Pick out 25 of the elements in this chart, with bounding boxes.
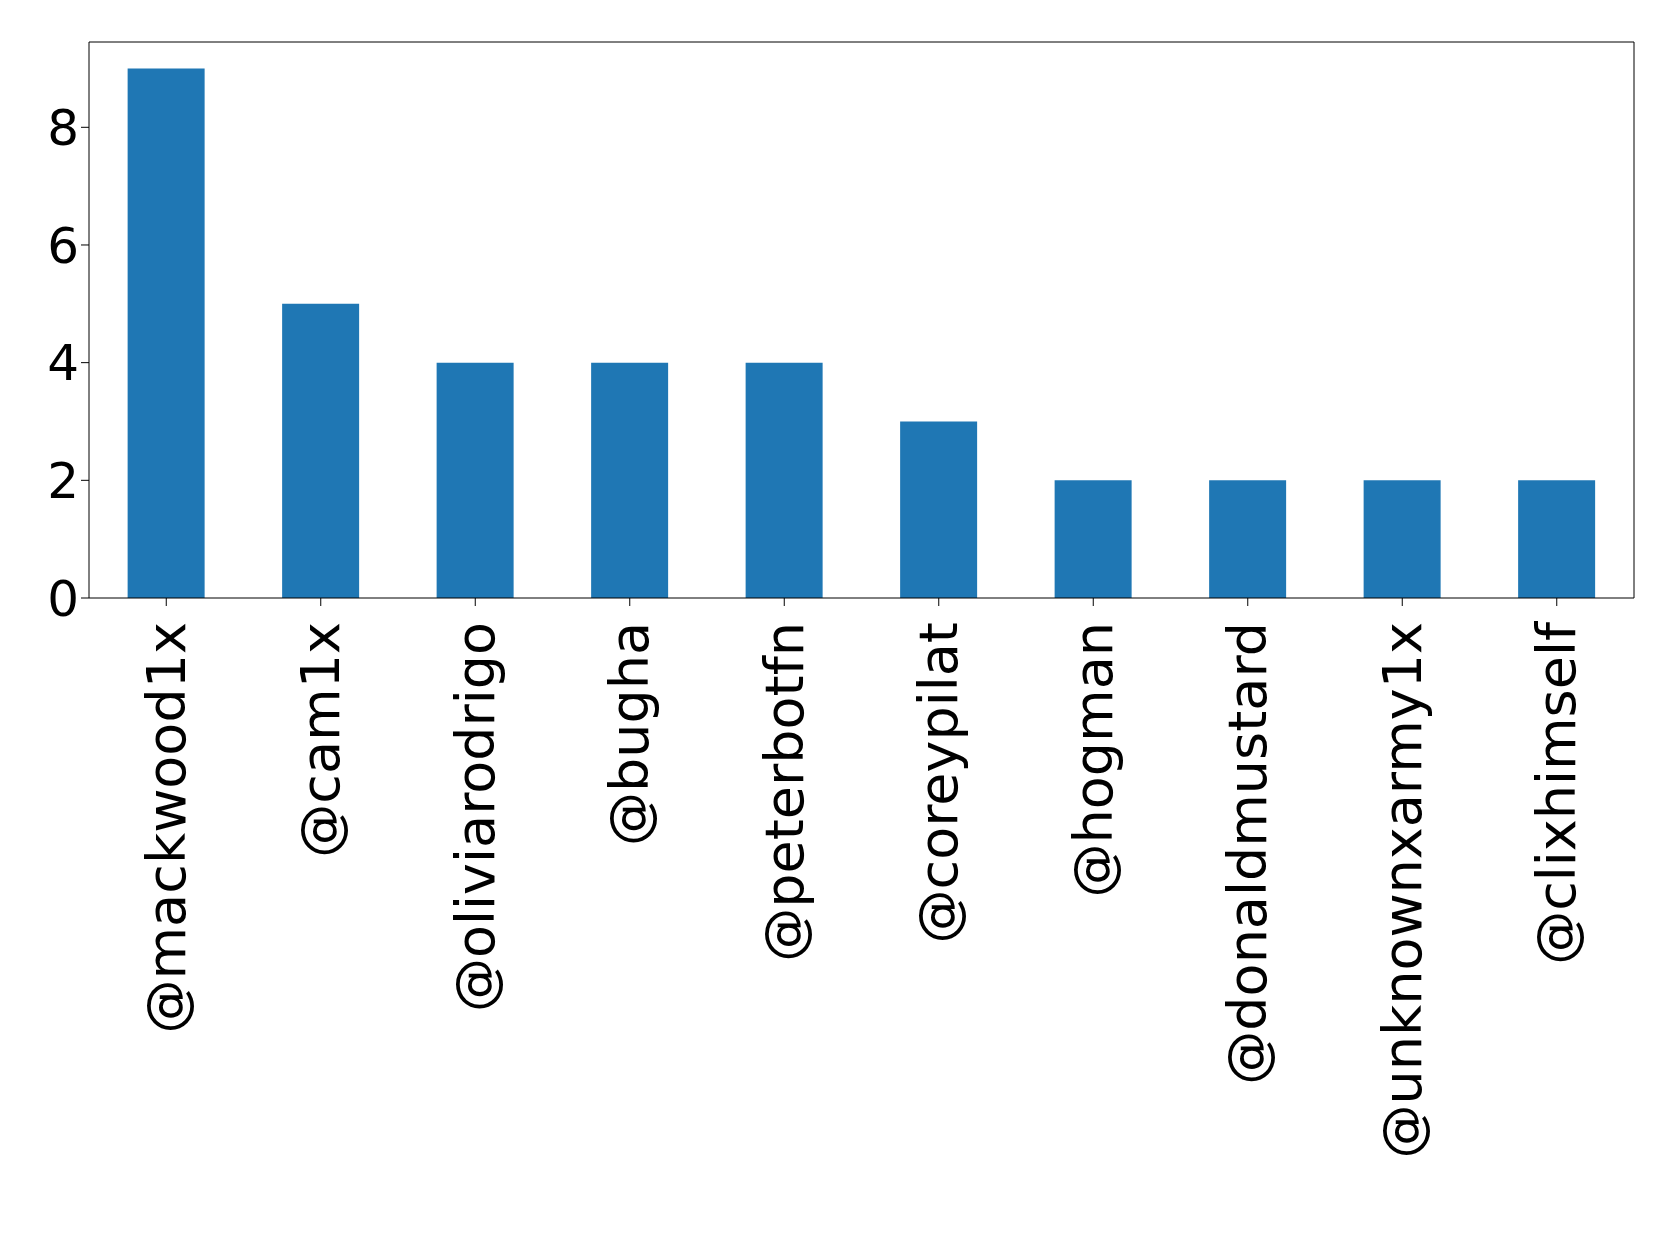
x-tick-label: @mackwood1x (134, 622, 198, 1034)
y-tick-label: 6 (47, 216, 79, 275)
bar (1518, 480, 1596, 598)
x-tick-label: @clixhimself (1525, 620, 1589, 965)
x-tick-label: @hogman (1061, 622, 1125, 898)
bar (436, 362, 514, 598)
bar (1209, 480, 1287, 598)
y-tick-label: 2 (47, 452, 79, 511)
bar (1054, 480, 1132, 598)
bar (900, 421, 978, 598)
x-tick-label: @coreypilat (907, 622, 971, 944)
bar (591, 362, 669, 598)
x-tick-label: @peterbotfn (752, 622, 816, 962)
x-tick-label: @bugha (598, 622, 662, 847)
x-tick-label: @cam1x (289, 622, 353, 858)
bar (745, 362, 823, 598)
x-tick-label: @unknownxarmy1x (1370, 622, 1434, 1159)
y-tick-label: 4 (47, 334, 79, 393)
x-tick-label: @oliviarodrigo (443, 622, 507, 1012)
bar (127, 68, 205, 598)
bar (282, 303, 360, 598)
x-tick-label: @donaldmustard (1216, 622, 1280, 1085)
bar (1363, 480, 1441, 598)
y-tick-label: 8 (47, 99, 79, 158)
y-tick-label: 0 (47, 569, 79, 628)
